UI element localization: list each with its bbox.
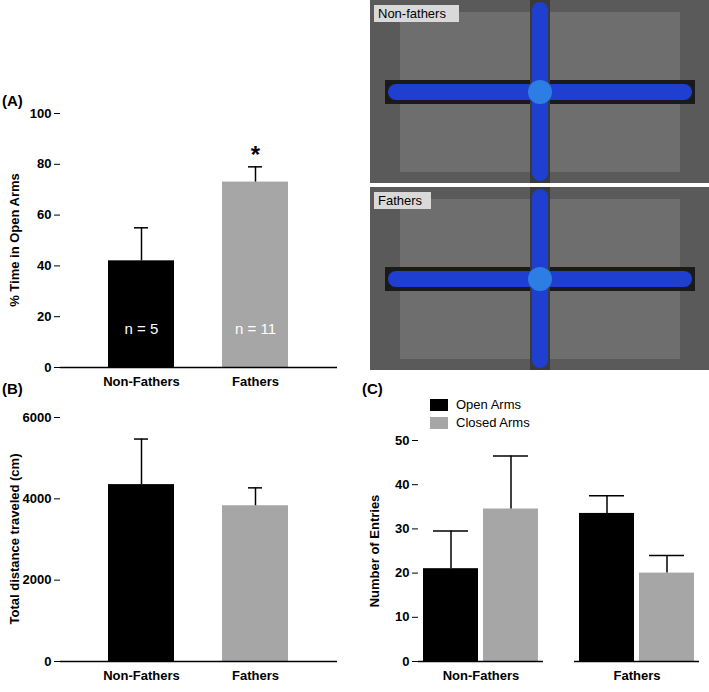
svg-text:Non-fathers: Non-fathers [378,6,446,21]
svg-text:Non-Fathers: Non-Fathers [103,668,180,683]
svg-text:Fathers: Fathers [232,374,279,389]
svg-text:2000: 2000 [23,572,52,587]
svg-text:50: 50 [395,433,409,448]
svg-text:10: 10 [395,609,409,624]
svg-text:n = 5: n = 5 [125,320,159,337]
html-text:Total distance traveled (cm): Total distance traveled (cm) [6,453,22,625]
svg-text:0: 0 [44,654,51,669]
svg-text:20: 20 [395,565,409,580]
html-text:Number of Entries: Number of Entries [366,494,382,607]
svg-text:Non-Fathers: Non-Fathers [443,668,520,683]
svg-text:Fathers: Fathers [614,668,661,683]
html-text:Closed Arms: Closed Arms [456,415,530,430]
svg-text:0: 0 [402,654,409,669]
svg-text:100: 100 [30,106,52,121]
svg-text:Fathers: Fathers [378,193,423,208]
svg-text:Fathers: Fathers [232,668,279,683]
svg-text:*: * [251,141,261,168]
svg-text:n = 11: n = 11 [235,320,276,337]
svg-text:40: 40 [37,258,51,273]
svg-text:0: 0 [44,360,51,375]
svg-text:4000: 4000 [23,491,52,506]
html-text:(B): (B) [2,380,23,397]
html-text:Open Arms: Open Arms [456,397,521,412]
html-text:(C): (C) [362,380,383,397]
svg-text:20: 20 [37,309,51,324]
html-text:(A): (A) [2,92,23,109]
html-text:% Time in Open Arms: % Time in Open Arms [6,173,22,307]
svg-text:6000: 6000 [23,410,52,425]
svg-text:40: 40 [395,477,409,492]
svg-text:80: 80 [37,156,51,171]
svg-text:60: 60 [37,207,51,222]
svg-text:30: 30 [395,521,409,536]
svg-text:Non-Fathers: Non-Fathers [103,374,180,389]
